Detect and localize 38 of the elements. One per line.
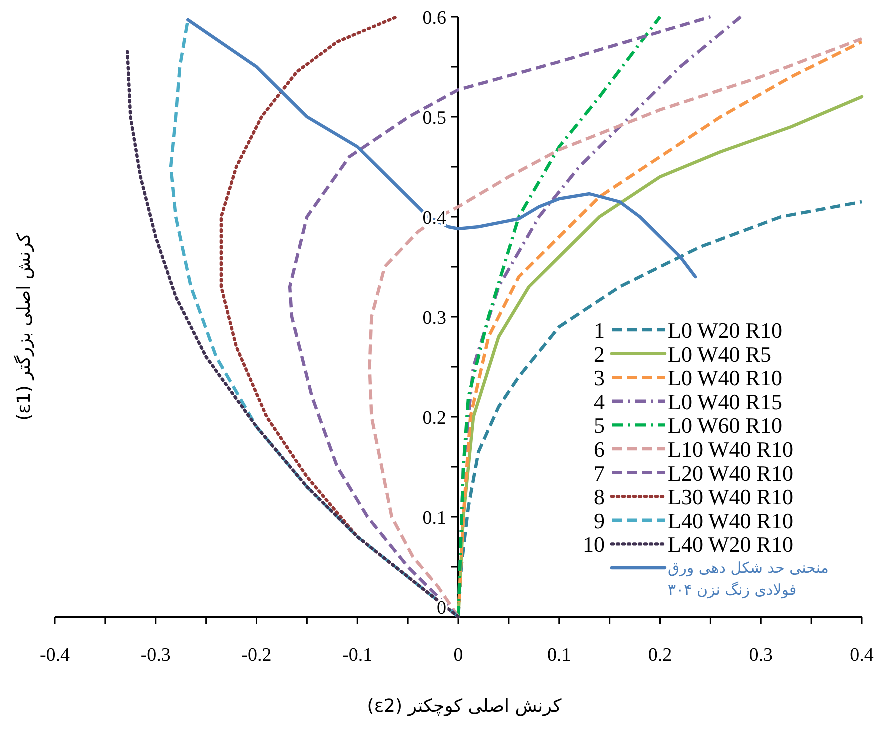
annotation: 5 (594, 413, 605, 438)
legend-label: L0 W60 R10 (668, 413, 782, 438)
legend-label: L0 W40 R5 (668, 342, 772, 367)
x-tick-label: 0.1 (548, 645, 572, 666)
y-tick-label: 0.6 (422, 8, 446, 29)
line-series (126, 50, 460, 619)
legend-label: L20 W40 R10 (668, 460, 794, 486)
annotation: 7 (594, 460, 605, 486)
annotation: 6 (594, 437, 605, 462)
annotation: 2 (594, 342, 605, 367)
legend-label: L0 W40 R10 (668, 366, 782, 391)
y-tick-label: 0.1 (422, 508, 446, 529)
y-tick-label: 0.2 (422, 408, 446, 429)
x-tick-label: -0.2 (242, 645, 272, 666)
y-tick-label: 0.3 (422, 308, 446, 329)
x-tick-label: 0.2 (648, 645, 672, 666)
annotation: 4 (594, 389, 605, 414)
x-tick-label: -0.1 (342, 645, 373, 666)
x-tick-label: 0.3 (749, 645, 773, 666)
annotation: 1 (594, 318, 605, 343)
annotation: 10 (583, 532, 605, 558)
legend-label: L0 W40 R15 (668, 389, 782, 414)
annotation: 8 (594, 484, 605, 510)
legend-label: L30 W40 R10 (668, 484, 794, 510)
x-tick-label: -0.4 (40, 645, 71, 666)
legend-label: L40 W20 R10 (668, 532, 794, 558)
x-tick-label: -0.3 (140, 645, 171, 666)
annotation: 3 (594, 366, 605, 391)
legend-label: L0 W20 R10 (668, 318, 782, 343)
x-tick-label: 0 (454, 645, 464, 666)
y-axis-title: کرنش اصلی بزرگتر (ε1) (13, 232, 35, 421)
legend-label: منحنی حد شکل دهی ورق فولادی زنگ نزن ۳۰۴ (668, 558, 830, 601)
annotation: 9 (594, 508, 605, 534)
x-tick-label: 0.4 (850, 645, 874, 666)
x-axis-title: کرنش اصلی کوچکتر (ε2) (367, 696, 562, 717)
y-tick-label: 0.5 (422, 108, 446, 129)
legend-label: L40 W40 R10 (668, 508, 794, 534)
legend-label: L10 W40 R10 (668, 437, 794, 462)
